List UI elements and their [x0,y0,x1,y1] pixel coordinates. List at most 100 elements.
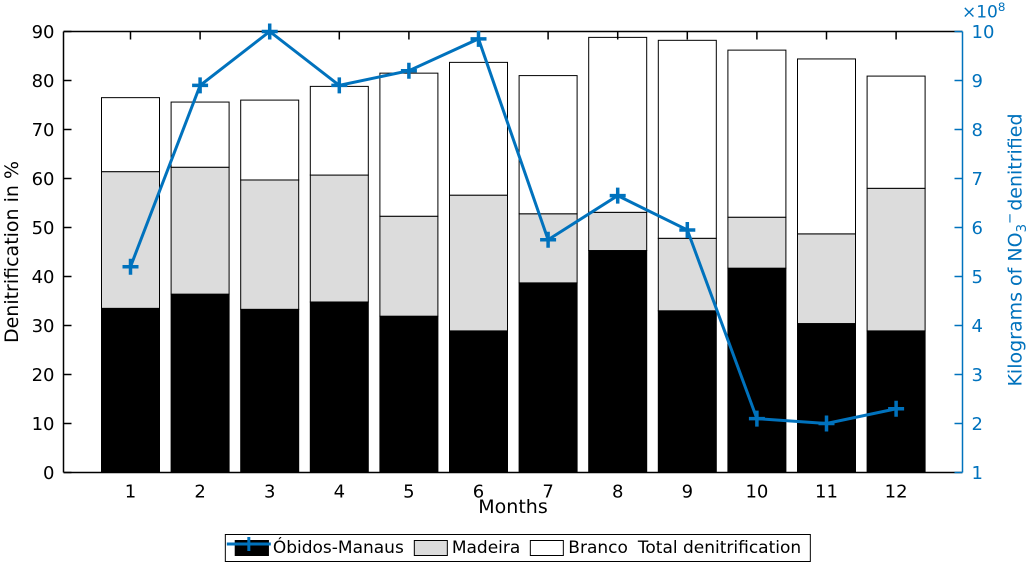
y-axis-label-right: Kilograms of NO3−denitrified [1003,77,1031,423]
axis-multiplier: ×108 [962,0,1005,23]
bar-segment [309,301,369,474]
legend-label: Branco [568,538,628,558]
y-axis-label-right-post: denitrified [1004,113,1027,211]
bar-segment [101,307,160,473]
y-axis-label-right-sup: − [1003,212,1018,224]
bar-segment [101,97,160,173]
bar-segment [657,310,717,473]
right-tick-label: 5 [972,267,983,288]
bar-segment [727,267,787,474]
left-tick-label: 10 [32,414,55,435]
x-tick-label: 4 [334,482,345,503]
bar-segment [518,213,578,284]
line-marker-plus [818,415,835,432]
bar-segment [518,75,578,215]
bar-segment [379,315,439,473]
x-tick-label: 7 [542,482,553,503]
line-marker-plus [192,77,209,94]
y-axis-label-right-pre: Kilograms of NO [1004,232,1027,387]
x-tick-label: 8 [612,482,623,503]
x-tick-label: 12 [885,482,908,503]
x-tick-label: 11 [815,482,838,503]
line-marker-plus [609,187,626,204]
bar-segment [309,85,369,176]
line-marker-plus [261,23,278,40]
x-tick-label: 2 [194,482,205,503]
axis-multiplier-base: ×10 [962,2,998,23]
legend-label: Óbidos-Manaus [272,538,404,558]
line-marker-plus [748,410,765,427]
bar-segment [240,308,300,473]
right-tick-label: 10 [972,22,995,43]
bar-segment [588,36,648,213]
bar-segment [309,174,369,303]
bar-segment [727,49,787,218]
bar-segment [379,215,439,317]
left-tick-label: 0 [43,463,54,484]
bar-segment [240,179,300,310]
line-marker-plus [122,258,139,275]
bar-segment [170,293,230,474]
x-tick-label: 1 [125,482,136,503]
bar-segment [657,237,717,312]
legend-swatch [530,540,565,556]
legend-label: Madeira [451,538,521,558]
bar-segment [588,250,648,473]
bar-segment [449,194,508,332]
x-axis-label: Months [478,496,548,518]
bar-segment [588,211,648,252]
bar-segment [240,99,300,181]
left-tick-label: 20 [32,365,55,386]
bar-segment [866,187,926,332]
bar-segment [449,61,508,196]
legend-label: Total denitrification [637,538,802,558]
x-tick-label: 10 [745,482,768,503]
right-tick-label: 6 [972,218,983,239]
bar-segment [449,330,508,474]
right-tick-label: 1 [972,463,983,484]
bar-segment [170,166,230,295]
bar-segment [797,233,856,325]
right-tick-label: 7 [972,169,983,190]
bar-segment [797,58,856,235]
right-tick-label: 9 [972,71,983,92]
bar-segment [866,75,926,189]
bar-segment [727,216,787,269]
legend-line-sample [226,537,271,551]
bar-segment [797,323,856,474]
left-tick-label: 30 [32,316,55,337]
x-tick-label: 3 [264,482,275,503]
bar-segment [657,39,717,239]
right-tick-label: 4 [972,316,983,337]
y-axis-label-right-sub: 3 [1015,223,1031,233]
line-marker-plus [679,221,696,238]
legend-item: Total denitrification [226,537,802,558]
legend-swatch [413,540,448,556]
bar-segment [101,171,160,309]
x-tick-label: 9 [682,482,693,503]
legend-item: Branco [530,538,628,558]
x-tick-label: 6 [473,482,484,503]
bar-segment [518,282,578,473]
right-tick-label: 8 [972,120,983,141]
left-tick-label: 50 [32,218,55,239]
line-marker-plus [470,30,487,47]
legend: Óbidos-Manaus Madeira Branco Total denitrif… [224,534,812,562]
left-tick-label: 60 [32,169,55,190]
left-tick-label: 40 [32,267,55,288]
left-tick-label: 80 [32,71,55,92]
line-marker-plus [331,77,348,94]
x-tick-label: 5 [403,482,414,503]
left-tick-label: 70 [32,120,55,141]
bar-segment [379,72,439,217]
axis-multiplier-exponent: 8 [997,0,1006,14]
right-tick-label: 2 [972,414,983,435]
line-marker-plus [400,62,417,79]
right-tick-label: 3 [972,365,983,386]
left-tick-label: 90 [32,22,55,43]
line-marker-plus [540,231,557,248]
legend-item: Madeira [413,538,521,558]
legend-line-glyph [226,537,271,551]
